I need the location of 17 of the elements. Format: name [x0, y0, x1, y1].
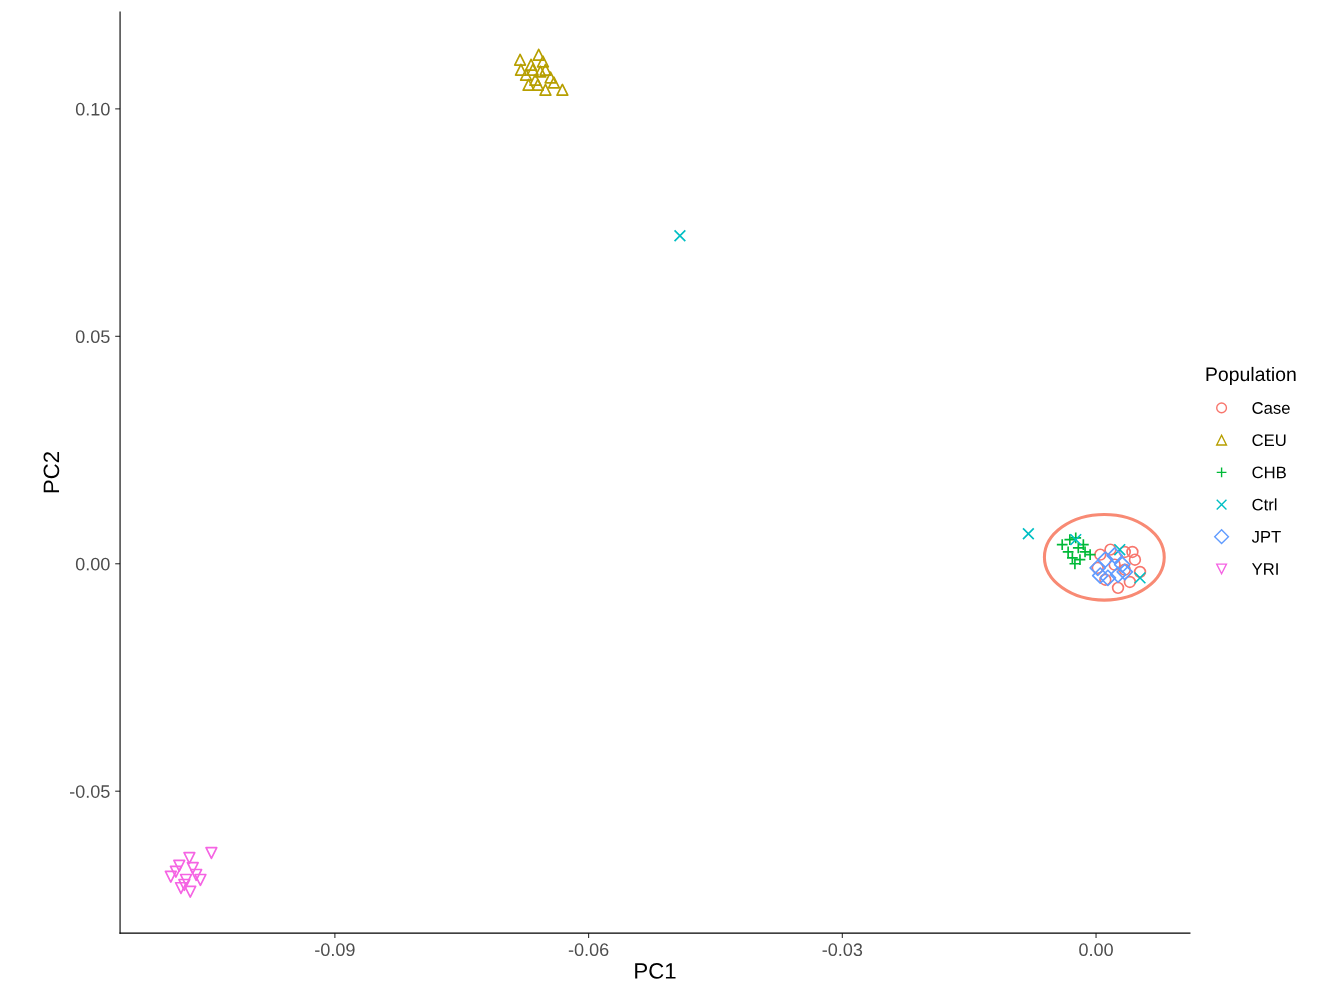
- x-tick-label: -0.06: [568, 943, 609, 957]
- legend-label: YRI: [1251, 563, 1278, 575]
- y-tick-label: 0.10: [75, 102, 110, 116]
- x-axis-title: PC1: [635, 963, 676, 979]
- legend-label: Ctrl: [1252, 498, 1277, 511]
- x-tick-label: 0.00: [1079, 943, 1113, 957]
- x-tick-label: -0.09: [315, 943, 355, 957]
- y-axis-title: PC2: [43, 452, 60, 493]
- legend-label: Case: [1252, 402, 1290, 414]
- legend-label: CHB: [1252, 466, 1286, 479]
- x-tick-label: -0.03: [822, 943, 863, 957]
- legend-label: CEU: [1252, 434, 1286, 447]
- legend-label: JPT: [1251, 531, 1281, 543]
- y-tick-label: 0.00: [75, 557, 110, 571]
- y-tick-label: -0.05: [69, 785, 110, 798]
- legend-title: Population: [1206, 366, 1296, 386]
- y-tick-label: 0.05: [75, 330, 110, 344]
